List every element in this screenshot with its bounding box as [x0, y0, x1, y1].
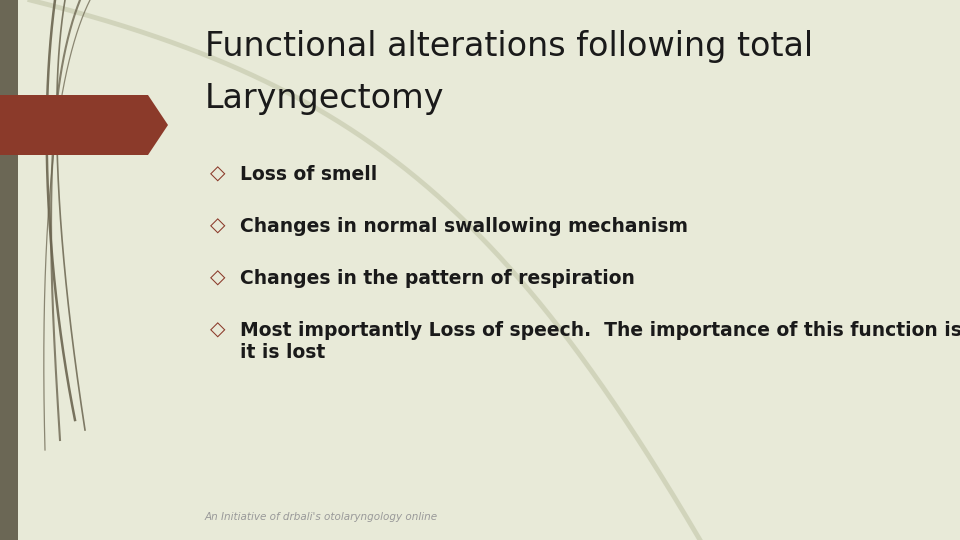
Bar — [0, 0, 18, 540]
Text: Loss of smell: Loss of smell — [240, 165, 377, 184]
Text: ◇: ◇ — [210, 269, 226, 288]
Polygon shape — [0, 95, 168, 155]
Text: Laryngectomy: Laryngectomy — [205, 82, 444, 115]
Text: ◇: ◇ — [210, 321, 226, 340]
Text: Changes in the pattern of respiration: Changes in the pattern of respiration — [240, 269, 635, 288]
Text: Most importantly Loss of speech.  The importance of this function is not realize: Most importantly Loss of speech. The imp… — [240, 321, 960, 362]
Text: ◇: ◇ — [210, 217, 226, 236]
Text: ◇: ◇ — [210, 165, 226, 184]
Text: Changes in normal swallowing mechanism: Changes in normal swallowing mechanism — [240, 217, 688, 236]
Text: Functional alterations following total: Functional alterations following total — [205, 30, 813, 63]
Text: An Initiative of drbali's otolaryngology online: An Initiative of drbali's otolaryngology… — [205, 512, 438, 522]
